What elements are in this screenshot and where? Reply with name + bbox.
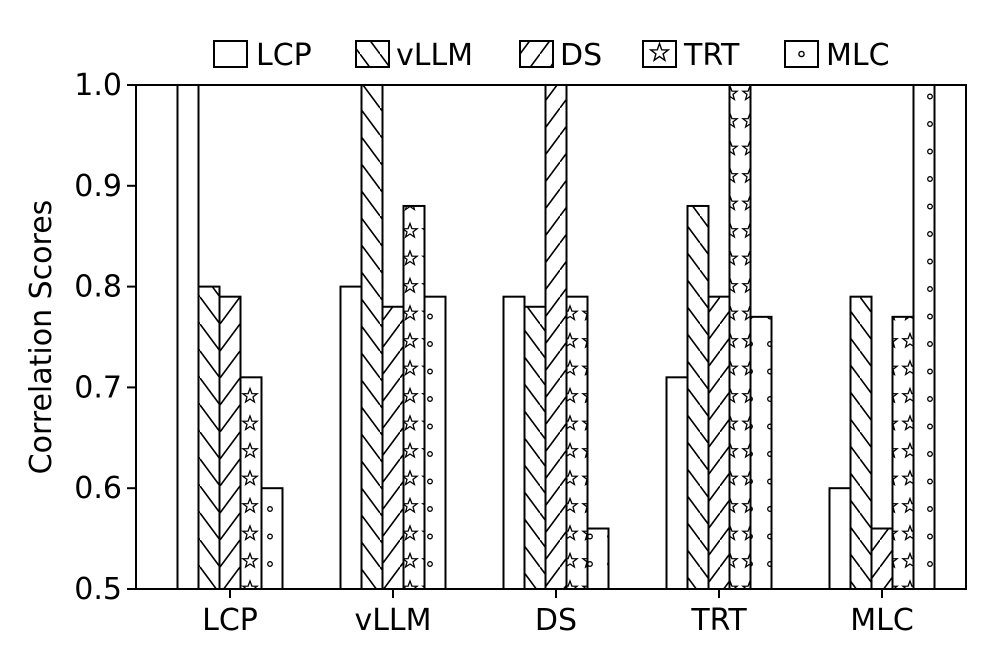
bar-vllm-mlc — [849, 295, 873, 590]
y-tick-label: 0.9 — [74, 169, 122, 204]
y-tick-label: 0.5 — [74, 572, 122, 607]
bar-ds-mlc — [870, 527, 894, 591]
bar-vllm-vllm — [360, 84, 384, 590]
x-tick-label: LCP — [202, 603, 258, 638]
x-tick-label: MLC — [850, 603, 914, 638]
legend-label-mlc: MLC — [826, 38, 890, 73]
bar-lcp-vllm — [339, 285, 363, 590]
bar-trt-vllm — [402, 204, 426, 591]
bar-trt-mlc — [891, 315, 915, 590]
y-tick-label: 1.0 — [74, 68, 122, 103]
x-axis: LCP vLLM DS TRT MLC — [202, 589, 914, 638]
legend-dot-icon — [798, 50, 805, 58]
bar-mlc-mlc — [912, 84, 936, 590]
bar-trt-lcp — [239, 376, 263, 590]
bars-layer — [176, 84, 936, 591]
bar-mlc-trt — [749, 315, 773, 590]
legend-star-icon — [648, 41, 671, 63]
bar-vllm-trt — [686, 204, 710, 591]
x-tick-label: vLLM — [354, 603, 431, 638]
bar-lcp-ds — [502, 295, 526, 590]
bar-lcp-mlc — [828, 487, 852, 591]
legend-label-ds: DS — [560, 38, 602, 73]
bar-lcp-trt — [665, 376, 689, 590]
bar-vllm-ds — [523, 305, 547, 590]
bar-trt-trt — [728, 84, 752, 590]
legend-label-vllm: vLLM — [396, 38, 473, 73]
bar-ds-vllm — [381, 305, 405, 590]
legend-swatch-lcp — [213, 40, 248, 68]
bar-ds-trt — [707, 295, 731, 590]
legend-label-lcp: LCP — [256, 38, 312, 73]
legend-swatch-ds — [519, 40, 554, 68]
legend-swatch-vllm — [355, 40, 390, 68]
bar-lcp-lcp — [176, 84, 200, 590]
bar-ds-lcp — [218, 295, 242, 590]
legend-label-trt: TRT — [683, 38, 740, 73]
bar-mlc-lcp — [260, 487, 284, 591]
bar-mlc-vllm — [423, 295, 447, 590]
y-tick-label: 0.7 — [74, 370, 122, 405]
y-tick-label: 0.8 — [74, 270, 122, 305]
x-tick-label: TRT — [690, 603, 747, 638]
legend: LCP vLLM DS TRT MLC — [213, 38, 890, 73]
legend-swatch-mlc — [784, 40, 819, 68]
plot-frame — [135, 84, 967, 590]
bar-ds-ds — [544, 84, 568, 590]
y-axis: 0.5 0.6 0.7 0.8 0.9 1.0 — [74, 68, 136, 607]
y-tick-label: 0.6 — [74, 471, 122, 506]
bar-vllm-lcp — [197, 285, 221, 590]
y-axis-title: Correlation Scores — [24, 200, 59, 475]
bar-mlc-ds — [586, 527, 610, 591]
bar-trt-ds — [565, 295, 589, 590]
x-tick-label: DS — [535, 603, 577, 638]
